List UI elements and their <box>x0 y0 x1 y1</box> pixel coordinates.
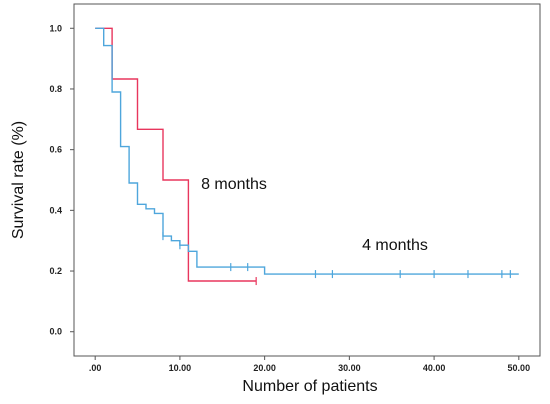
annotation-layer: 8 months 4 months <box>201 176 428 254</box>
y-axis-label: Survival rate (%) <box>10 121 27 239</box>
y-tick-label: 0.4 <box>49 205 62 215</box>
x-tick-label: 10.00 <box>169 363 192 373</box>
x-tick-label: 40.00 <box>423 363 446 373</box>
x-tick-label: 30.00 <box>338 363 361 373</box>
x-tick-label: .00 <box>89 363 102 373</box>
x-tick-label: 20.00 <box>253 363 276 373</box>
y-tick-label: 1.0 <box>49 23 62 33</box>
series-layer <box>95 27 519 286</box>
y-tick-label: 0.2 <box>49 266 62 276</box>
series-0-line <box>95 27 257 282</box>
x-axis-label: Number of patients <box>242 378 377 395</box>
y-tick-label: 0.0 <box>49 327 62 337</box>
y-tick-label: 0.8 <box>49 84 62 94</box>
series-1-line <box>95 27 519 275</box>
plot-frame <box>73 3 541 357</box>
annotation-label: 8 months <box>201 176 267 193</box>
y-tick-label: 0.6 <box>49 145 62 155</box>
annotation-label: 4 months <box>362 237 428 254</box>
tick-layer: .00 10.00 20.00 30.00 40.00 50.00 0.0 0.2 0.4 0.6… <box>49 23 530 373</box>
x-tick-label: 50.00 <box>508 363 531 373</box>
